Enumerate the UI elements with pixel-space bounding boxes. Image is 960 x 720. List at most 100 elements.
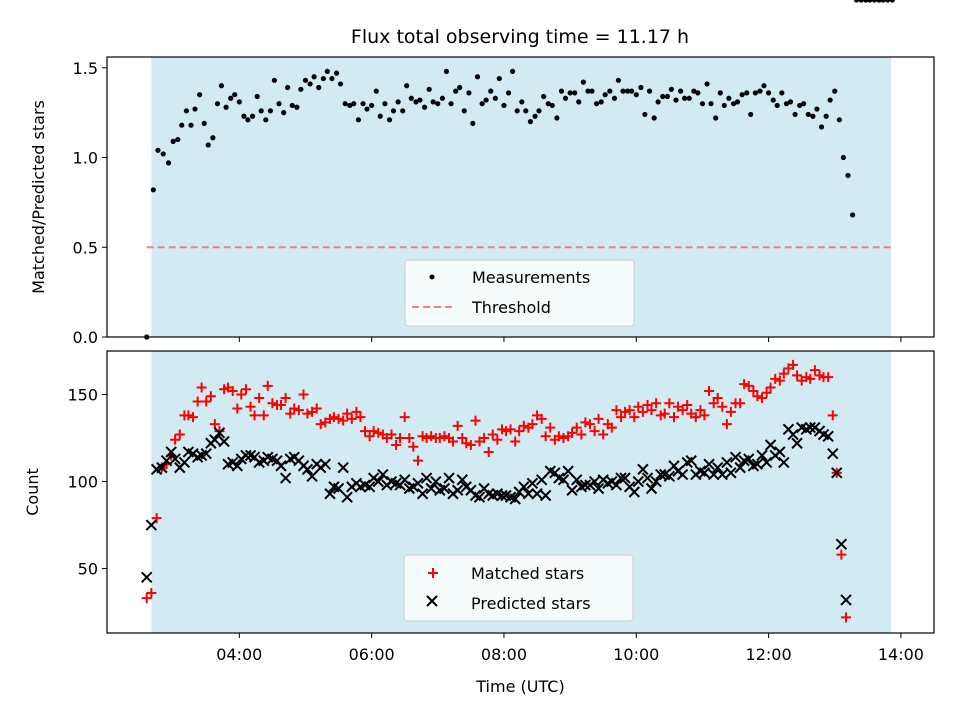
measurement-point — [150, 187, 156, 193]
measurement-point — [223, 104, 229, 110]
measurement-point — [404, 83, 410, 89]
matched-star-point — [245, 401, 256, 412]
measurement-point — [549, 102, 555, 109]
matched-star-point — [827, 410, 838, 421]
matched-star-point — [333, 413, 344, 424]
predicted-star-point — [178, 456, 191, 469]
matched-star-point — [395, 433, 406, 444]
measurement-point — [281, 110, 287, 116]
matched-star-point — [434, 433, 445, 444]
measurement-point — [713, 115, 719, 121]
matched-star-point — [267, 398, 278, 409]
predicted-star-point — [774, 446, 786, 458]
predicted-star-point — [526, 477, 539, 490]
matched-star-point — [408, 441, 419, 452]
measurement-point — [593, 101, 600, 107]
predicted-star-point — [337, 461, 349, 474]
measurement-point — [827, 97, 833, 103]
predicted-star-point — [729, 451, 742, 463]
measurement-point — [214, 101, 221, 107]
matched-stars-points — [142, 360, 852, 623]
matched-star-point — [461, 438, 472, 449]
matched-star-point — [527, 419, 538, 430]
matched-star-point — [479, 433, 490, 444]
matched-star-point — [717, 401, 728, 412]
matched-star-point — [580, 417, 591, 428]
matched-star-point — [712, 393, 723, 403]
predicted-star-point — [751, 458, 764, 470]
predicted-star-point — [764, 439, 777, 451]
predicted-star-point — [592, 482, 605, 495]
predicted-star-point — [456, 474, 468, 486]
top-legend-box — [404, 259, 635, 327]
matched-star-point — [584, 419, 595, 430]
measurement-point — [792, 111, 798, 118]
measurement-point — [197, 92, 203, 98]
measurement-point — [377, 113, 383, 119]
measurement-point — [589, 88, 595, 94]
measurement-point — [691, 88, 697, 94]
matched-star-point — [328, 412, 339, 423]
matched-star-point — [151, 513, 162, 524]
predicted-stars-points — [142, 423, 852, 606]
matched-star-point — [227, 386, 238, 397]
matched-star-point — [188, 412, 199, 423]
matched-star-point — [664, 398, 675, 409]
measurement-point — [302, 77, 309, 83]
measurement-point — [448, 101, 454, 107]
measurement-point — [408, 95, 414, 101]
bottom-y-tick-label: 150 — [67, 386, 98, 405]
matched-star-point — [302, 408, 313, 419]
measurement-point — [527, 119, 534, 125]
matched-star-point — [183, 410, 194, 421]
matched-star-point — [470, 415, 481, 426]
measurement-point — [205, 142, 211, 148]
predicted-star-point — [619, 472, 631, 484]
matched-star-point — [646, 405, 657, 416]
matched-star-point — [276, 399, 287, 410]
matched-star-point — [536, 413, 547, 424]
top-axes-frame — [106, 56, 935, 338]
matched-star-point — [629, 412, 640, 423]
measurement-point — [801, 101, 807, 107]
matched-star-point — [285, 408, 296, 419]
matched-star-point — [545, 422, 556, 433]
measurement-point — [629, 88, 635, 94]
measurement-point — [170, 138, 176, 144]
measurement-point — [734, 99, 741, 105]
matched-star-point — [254, 393, 265, 403]
measurement-point — [457, 84, 463, 91]
predicted-star-point — [156, 461, 168, 474]
predicted-star-point — [363, 481, 376, 493]
matched-star-point — [841, 612, 852, 623]
predicted-star-point — [840, 594, 852, 606]
x-tick-label: 12:00 — [746, 645, 792, 664]
matched-star-point — [360, 426, 371, 437]
matched-star-point — [699, 410, 710, 421]
predicted-star-point — [231, 460, 244, 472]
measurement-point — [183, 108, 189, 114]
measurement-point — [298, 86, 304, 92]
predicted-star-point — [319, 458, 332, 470]
top-y-tick-label: 0.5 — [73, 238, 98, 257]
predicted-star-point — [539, 489, 552, 502]
measurement-point — [704, 81, 710, 87]
measurement-point — [165, 160, 172, 166]
matched-star-point — [510, 436, 521, 447]
matched-star-point — [205, 391, 216, 402]
top-y-tick-label: 0.0 — [73, 328, 98, 347]
measurement-point — [324, 68, 330, 74]
matched-star-point — [298, 389, 309, 400]
x-tick-label: 10:00 — [613, 645, 659, 664]
matched-star-point — [593, 413, 604, 424]
matched-star-point — [391, 440, 402, 450]
matched-star-point — [765, 382, 776, 393]
measurement-point — [355, 117, 362, 123]
matched-star-point — [756, 393, 767, 403]
predicted-star-point — [169, 453, 181, 465]
predicted-star-point — [279, 472, 292, 484]
measurement-point — [179, 122, 185, 128]
predicted-star-point — [145, 519, 158, 531]
predicted-star-point — [160, 454, 173, 467]
